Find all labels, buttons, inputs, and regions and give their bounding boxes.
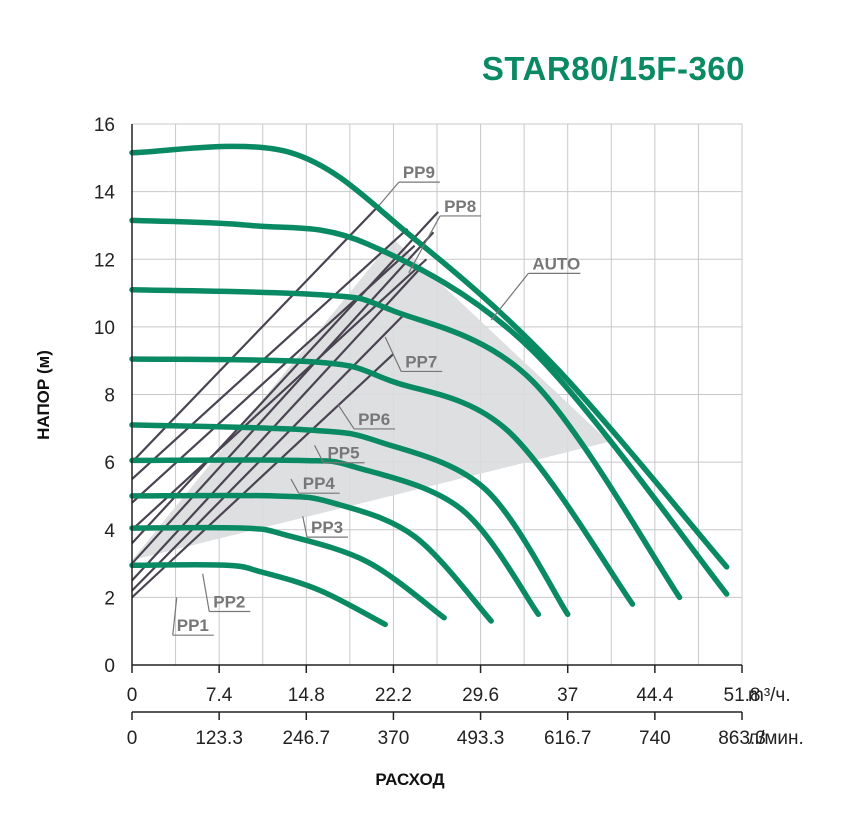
curve-pp9 bbox=[129, 143, 730, 570]
label-leader-line bbox=[408, 215, 441, 274]
x-unit-lmin: л/мин. bbox=[748, 728, 804, 749]
curve-label-pp8: PP8 bbox=[444, 197, 476, 216]
curve-label-pp4: PP4 bbox=[303, 474, 336, 493]
y-tick-label: 4 bbox=[104, 521, 115, 542]
x-tick-label-lmin: 0 bbox=[127, 728, 138, 749]
curve-label-auto: AUTO bbox=[532, 254, 580, 273]
x-tick-label-lmin: 370 bbox=[378, 728, 410, 749]
x-tick-label-lmin: 123.3 bbox=[195, 728, 243, 749]
y-tick-label: 2 bbox=[104, 588, 115, 609]
curve-label-pp9: PP9 bbox=[403, 163, 435, 182]
y-tick-label: 10 bbox=[94, 318, 115, 339]
y-tick-label: 0 bbox=[104, 656, 115, 677]
curve-pp4 bbox=[129, 457, 542, 618]
chart-title: STAR80/15F-360 bbox=[481, 50, 745, 87]
label-leader-line bbox=[378, 181, 400, 206]
x-tick-label-lmin: 616.7 bbox=[544, 728, 592, 749]
x-tick-label-m3h: 22.2 bbox=[375, 685, 412, 706]
pump-curves-group bbox=[129, 143, 730, 628]
curve-pp7 bbox=[129, 286, 683, 601]
curve-label-pp7: PP7 bbox=[405, 352, 437, 371]
system-line-pp5 bbox=[131, 211, 439, 545]
x-tick-label-m3h: 51.8 bbox=[724, 685, 761, 706]
system-line-pp2 bbox=[131, 312, 406, 592]
curve-pp8 bbox=[129, 217, 730, 597]
x-unit-m3h: m³/ч. bbox=[748, 685, 791, 706]
y-tick-label: 12 bbox=[94, 250, 115, 271]
x-tick-label-m3h: 14.8 bbox=[288, 685, 325, 706]
curve-pp1 bbox=[129, 562, 388, 628]
x-tick-label-m3h: 7.4 bbox=[206, 685, 233, 706]
curve-label-pp1: PP1 bbox=[177, 616, 209, 635]
label-leader-line bbox=[202, 573, 210, 612]
system-line-pp9 bbox=[131, 204, 381, 463]
y-tick-label: 14 bbox=[94, 183, 116, 204]
x-tick-label-m3h: 29.6 bbox=[462, 685, 499, 706]
label-leader-line bbox=[313, 444, 325, 464]
curve-pp6 bbox=[129, 356, 636, 607]
curve-pp3 bbox=[129, 492, 494, 624]
label-leader-line bbox=[490, 273, 529, 321]
y-tick-label: 8 bbox=[104, 386, 115, 407]
x-tick-label-m3h: 0 bbox=[127, 685, 138, 706]
axes-group: 0 2 4 6 8 10 12 14 16 0 7.4 14.8 22.2 29.6 37 44.4 51.8m… bbox=[94, 115, 804, 749]
curve-label-pp2: PP2 bbox=[213, 593, 245, 612]
x-tick-label-lmin: 740 bbox=[639, 728, 671, 749]
label-leader-line bbox=[384, 336, 402, 372]
auto-region-group bbox=[132, 239, 609, 561]
label-leader-line bbox=[302, 516, 308, 538]
y-tick-label: 16 bbox=[94, 115, 115, 136]
curve-label-pp6: PP6 bbox=[358, 410, 390, 429]
x-tick-label-lmin: 863.3 bbox=[718, 728, 766, 749]
x-tick-label-lmin: 246.7 bbox=[283, 728, 331, 749]
label-leader-line bbox=[337, 404, 355, 430]
auto-region bbox=[132, 239, 609, 561]
curve-label-pp3: PP3 bbox=[311, 518, 343, 537]
x-tick-label-m3h: 37 bbox=[557, 685, 578, 706]
curve-label-pp5: PP5 bbox=[327, 444, 359, 463]
curve-pp5 bbox=[129, 422, 571, 618]
x-axis-label: РАСХОД bbox=[375, 770, 445, 789]
label-leader-line bbox=[172, 597, 178, 636]
label-leader-line bbox=[290, 478, 300, 494]
system-line-pp1 bbox=[131, 353, 395, 599]
system-line-pp4 bbox=[131, 231, 435, 565]
y-tick-label: 6 bbox=[104, 453, 115, 474]
curve-pp2 bbox=[129, 524, 447, 621]
x-tick-label-m3h: 44.4 bbox=[636, 685, 673, 706]
x-tick-label-lmin: 493.3 bbox=[457, 728, 505, 749]
system-line-pp8 bbox=[131, 228, 409, 480]
